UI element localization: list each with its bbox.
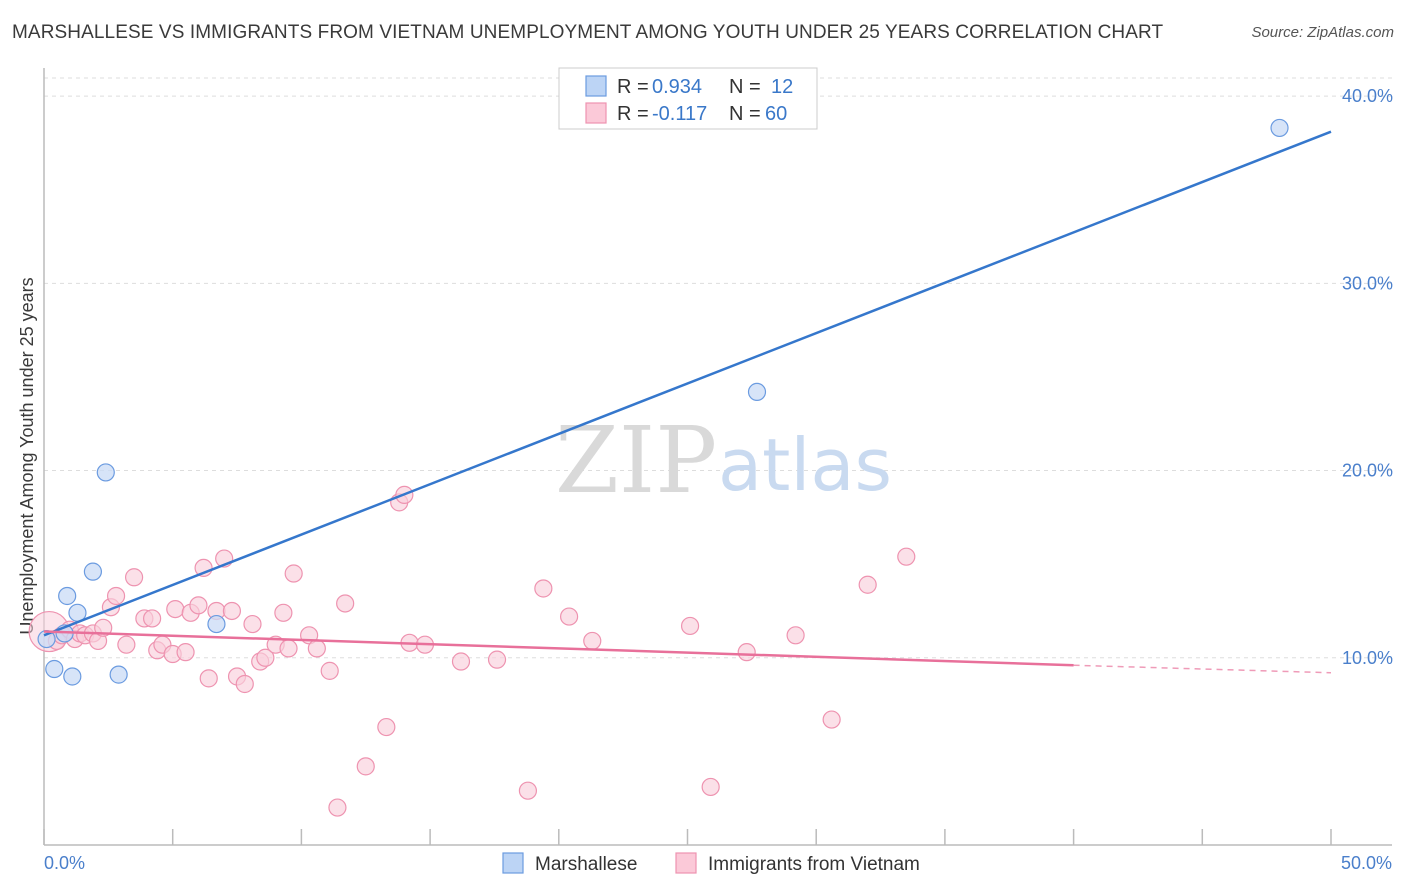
bottom-legend: Marshallese Immigrants from Vietnam (502, 852, 920, 875)
y-axis-label: Unemployment Among Youth under 25 years (17, 277, 37, 634)
y-tick-label: 20.0% (1342, 461, 1393, 481)
point-marshallese (58, 586, 77, 606)
chart-title: MARSHALLESE VS IMMIGRANTS FROM VIETNAM U… (12, 22, 1164, 43)
x-tick-marks (43, 829, 1332, 845)
point-vietnam (487, 650, 507, 669)
trend-lines-layer (43, 130, 1332, 674)
legend-n-label: N = (729, 103, 761, 125)
point-marshallese (63, 667, 82, 686)
point-marshallese (83, 562, 103, 581)
legend-box: R = 0.934 N = 12 R = -0.117 N = 60 (558, 67, 818, 130)
point-vietnam (680, 616, 700, 636)
point-vietnam (534, 579, 553, 598)
bottom-legend-label-vietnam: Immigrants from Vietnam (708, 854, 920, 875)
watermark-atlas: atlas (718, 423, 892, 507)
y-tick-labels: 10.0% 20.0% 30.0% 40.0% (1342, 86, 1393, 668)
point-vietnam (117, 635, 136, 654)
legend-n-value-vietnam: 60 (765, 103, 787, 125)
legend-r-value-vietnam: -0.117 (652, 103, 707, 125)
point-marshallese (96, 463, 115, 482)
point-marshallese (207, 614, 226, 634)
point-vietnam (822, 710, 841, 729)
trend-line-marshallese (43, 130, 1332, 637)
point-vietnam (284, 564, 303, 583)
point-vietnam (451, 652, 471, 671)
legend-n-label: N = (729, 76, 761, 98)
x-tick-label-min: 0.0% (44, 853, 85, 873)
y-tick-label: 40.0% (1342, 86, 1393, 106)
point-vietnam (737, 643, 756, 662)
legend-r-label: R = (617, 103, 649, 125)
legend-n-value-marshallese: 12 (771, 76, 793, 98)
point-vietnam (106, 586, 126, 606)
point-vietnam (176, 643, 195, 662)
point-vietnam (518, 781, 538, 800)
point-vietnam (307, 639, 326, 658)
point-vietnam (897, 547, 916, 566)
point-vietnam (199, 669, 218, 688)
x-tick-label-max: 50.0% (1341, 853, 1392, 873)
point-vietnam (274, 603, 293, 622)
legend-swatch-marshallese (585, 75, 607, 97)
legend-r-value-marshallese: 0.934 (652, 76, 702, 98)
watermark-zip: ZIP (555, 407, 717, 514)
point-vietnam (189, 596, 208, 615)
point-vietnam (235, 674, 254, 694)
trend-line-vietnam (43, 630, 1074, 667)
point-vietnam (143, 609, 162, 628)
point-vietnam (858, 575, 877, 594)
legend-swatch-vietnam (585, 102, 607, 124)
bottom-legend-swatch-marshallese (502, 852, 524, 874)
y-tick-label: 30.0% (1342, 273, 1393, 293)
point-marshallese (747, 382, 767, 402)
point-marshallese (1270, 118, 1289, 138)
point-vietnam (786, 626, 805, 645)
point-vietnam (94, 618, 113, 637)
trend-line-vietnam-extrapolated (1073, 664, 1332, 674)
point-vietnam (222, 601, 242, 621)
point-vietnam (166, 599, 185, 619)
point-vietnam (356, 757, 375, 776)
grid-layer (44, 77, 1392, 659)
point-vietnam (256, 648, 275, 667)
point-marshallese (109, 665, 128, 684)
point-vietnam (583, 631, 602, 651)
bottom-legend-label-marshallese: Marshallese (535, 854, 637, 875)
point-vietnam (336, 594, 355, 613)
point-marshallese (45, 659, 64, 679)
bottom-legend-swatch-vietnam (675, 852, 697, 874)
point-vietnam (320, 661, 339, 680)
point-vietnam (124, 568, 144, 587)
source-label: Source: ZipAtlas.com (1251, 24, 1394, 41)
point-vietnam (328, 798, 347, 817)
point-vietnam (243, 614, 262, 634)
y-tick-label: 10.0% (1342, 648, 1393, 668)
legend-r-label: R = (617, 76, 649, 98)
point-vietnam (559, 607, 579, 626)
point-vietnam (279, 639, 298, 658)
point-vietnam (377, 717, 396, 737)
point-vietnam (701, 777, 720, 797)
